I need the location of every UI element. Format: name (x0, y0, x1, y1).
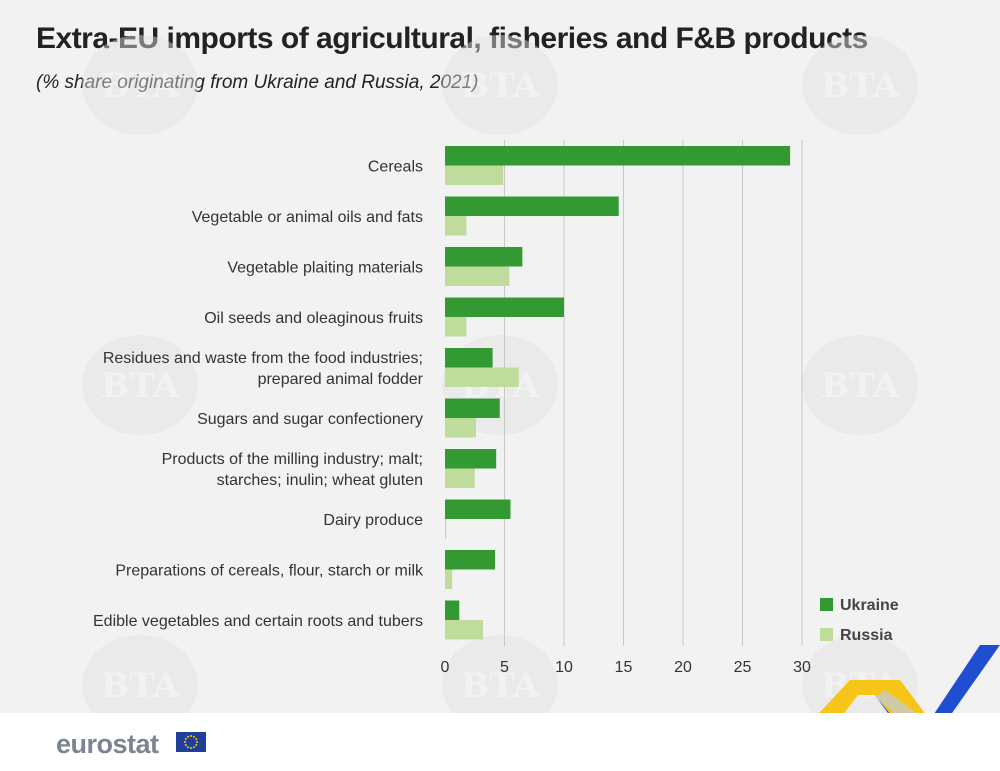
x-tick-label: 30 (793, 659, 811, 676)
bar-russia (445, 367, 519, 387)
category-label: Cereals (368, 159, 423, 176)
category-label: Sugars and sugar confectionery (197, 411, 423, 428)
x-tick-label: 20 (674, 659, 692, 676)
x-tick-label: 15 (615, 659, 633, 676)
category-label: Products of the milling industry; malt; (162, 451, 423, 468)
x-tick-label: 0 (441, 659, 450, 676)
category-label: Dairy produce (323, 512, 423, 529)
x-tick-labels: 0 5 10 15 20 25 30 (441, 659, 811, 676)
watermark-text: BTA (101, 666, 180, 706)
category-label: Edible vegetables and certain roots and … (93, 613, 423, 630)
bar-russia (445, 569, 453, 589)
bar-russia (445, 620, 484, 640)
category-label: Vegetable or animal oils and fats (192, 209, 423, 226)
eu-flag-icon (176, 732, 206, 752)
watermark-text: BTA (461, 66, 540, 106)
bar-ukraine (445, 550, 495, 570)
bar-ukraine (445, 196, 619, 216)
bar-ukraine (445, 297, 564, 317)
bar-russia (445, 418, 476, 438)
watermark-text: BTA (101, 366, 180, 406)
watermark-text: BTA (461, 666, 540, 706)
bar-russia (445, 519, 447, 539)
legend: Ukraine Russia (820, 597, 899, 644)
bar-ukraine (445, 247, 523, 267)
category-label: Preparations of cereals, flour, starch o… (115, 563, 424, 580)
watermark: BTA (82, 335, 198, 435)
watermark: BTA (82, 635, 198, 735)
legend-swatch-ukraine (820, 598, 833, 611)
grid-lines (504, 140, 803, 646)
bar-ukraine (445, 398, 500, 418)
category-label: Residues and waste from the food industr… (103, 350, 423, 367)
bar-russia (445, 216, 467, 236)
bar-russia (445, 468, 475, 488)
category-label: prepared animal fodder (258, 371, 424, 388)
legend-label-ukraine: Ukraine (840, 597, 899, 614)
bar-ukraine (445, 449, 497, 469)
x-tick-label: 10 (555, 659, 573, 676)
bar-ukraine (445, 600, 460, 620)
bar-russia (445, 317, 467, 337)
watermark: BTA (442, 635, 558, 735)
legend-swatch-russia (820, 628, 833, 641)
category-label: Oil seeds and oleaginous fruits (204, 310, 423, 327)
legend-label-russia: Russia (840, 627, 893, 644)
watermark: BTA (82, 35, 198, 135)
bar-ukraine (445, 146, 791, 166)
category-label: Vegetable plaiting materials (227, 260, 423, 277)
bars (445, 146, 791, 640)
chart-subtitle: (% share originating from Ukraine and Ru… (36, 72, 479, 93)
x-tick-label: 5 (500, 659, 509, 676)
bar-russia (445, 165, 504, 185)
watermark-text: BTA (821, 366, 900, 406)
category-labels: Cereals Vegetable or animal oils and fats… (93, 159, 424, 631)
watermark-text: BTA (821, 66, 900, 106)
footer: eurostat (0, 713, 1000, 771)
bar-ukraine (445, 499, 511, 519)
watermark: BTA (802, 335, 918, 435)
eurostat-logo: eurostat (56, 729, 159, 759)
category-label: starches; inulin; wheat gluten (217, 472, 423, 489)
chart-title: Extra-EU imports of agricultural, fisher… (36, 22, 868, 55)
bar-russia (445, 266, 510, 286)
x-tick-label: 25 (734, 659, 752, 676)
bar-ukraine (445, 348, 493, 368)
watermark-text: BTA (101, 66, 180, 106)
watermark: BTA (802, 35, 918, 135)
watermark: BTA (442, 35, 558, 135)
